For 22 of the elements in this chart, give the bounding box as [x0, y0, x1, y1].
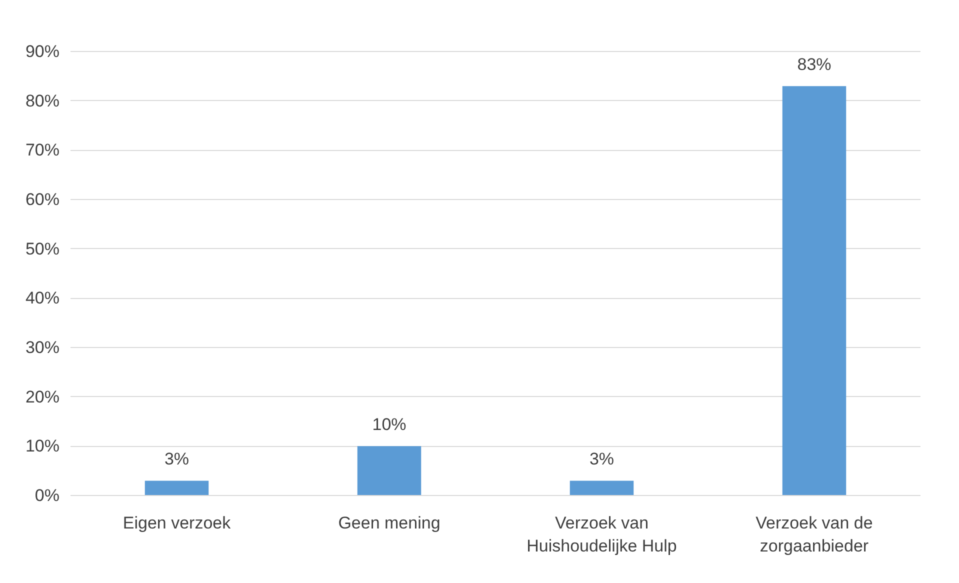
- bar: [144, 480, 209, 496]
- y-tick-label: 80%: [25, 91, 60, 110]
- x-tick-label: Geen mening: [338, 514, 440, 532]
- y-tick-label: 20%: [25, 387, 60, 406]
- y-tick-label: 10%: [25, 436, 60, 456]
- x-tick-label: Verzoek van de zorgaanbieder: [756, 514, 873, 556]
- x-tick-label: Verzoek van Huishoudelijke Hulp: [526, 514, 677, 556]
- y-tick-label: 30%: [25, 338, 60, 358]
- y-tick-label: 60%: [25, 190, 60, 210]
- data-label: 83%: [797, 55, 832, 74]
- bar: [782, 86, 846, 496]
- x-tick-label: Eigen verzoek: [122, 514, 232, 532]
- bar: [357, 446, 422, 496]
- y-tick-label: 90%: [25, 42, 60, 62]
- y-tick-label: 0%: [34, 486, 60, 505]
- data-label: 3%: [164, 450, 190, 469]
- data-label: 3%: [589, 450, 614, 469]
- bar: [570, 480, 634, 496]
- data-label: 10%: [372, 415, 406, 434]
- y-tick-label: 70%: [25, 140, 60, 160]
- y-tick-label: 50%: [25, 239, 60, 258]
- y-tick-label: 40%: [25, 288, 60, 308]
